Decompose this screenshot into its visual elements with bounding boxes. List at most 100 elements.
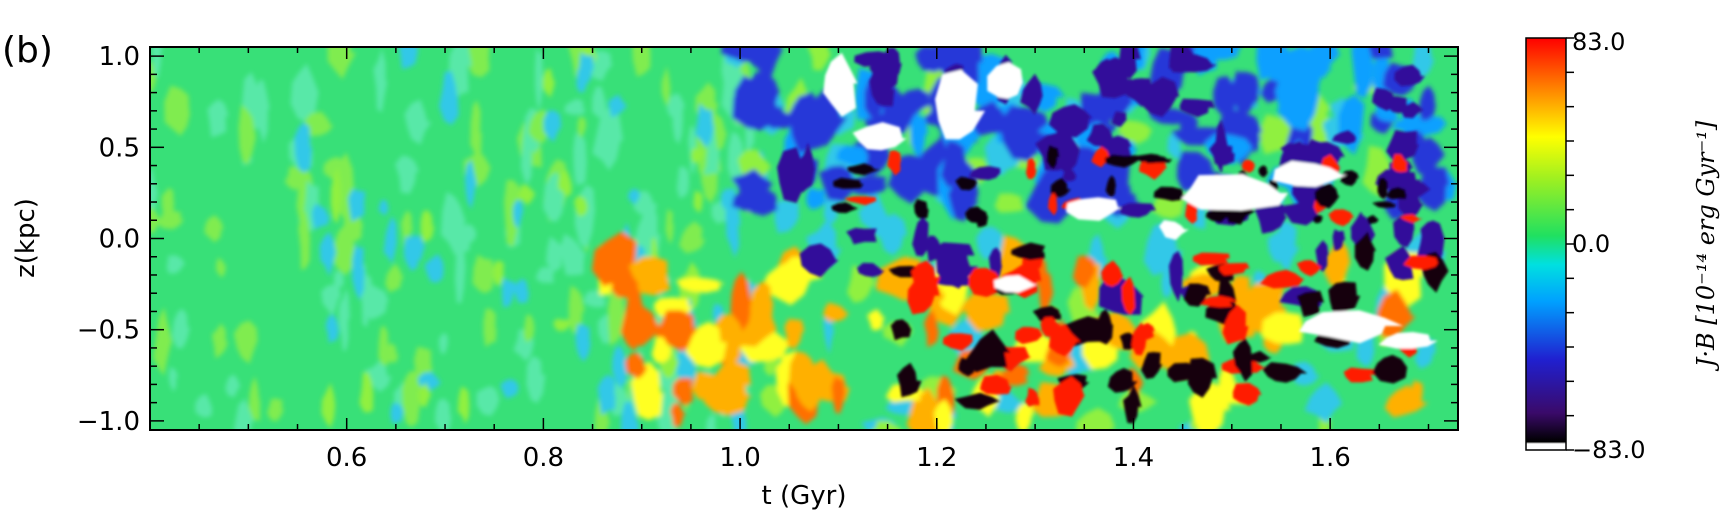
- negative-patch: [1418, 85, 1436, 121]
- saturated-region: [1159, 220, 1189, 240]
- positive-patch: [867, 309, 886, 331]
- field-patch: [574, 195, 589, 217]
- field-streak: [225, 374, 241, 398]
- positive-patch: [628, 256, 670, 296]
- field-streak: [164, 85, 191, 136]
- field-streak: [153, 307, 173, 376]
- field-patch: [359, 372, 374, 413]
- positive-patch: [923, 310, 940, 348]
- strong-positive-patch: [1025, 387, 1040, 407]
- field-patch: [628, 188, 641, 205]
- strong-positive-patch: [1262, 362, 1308, 383]
- strong-positive-patch: [1377, 177, 1389, 200]
- field-streak: [233, 398, 255, 430]
- field-streak: [395, 155, 420, 194]
- field-streak: [438, 332, 449, 355]
- strong-positive-patch: [1140, 155, 1173, 164]
- field-streak: [577, 116, 587, 138]
- positive-patch: [788, 351, 817, 398]
- heatmap-plot: 0.6 0.8 1.0 1.2 1.4 1.6 1.0 0.5 0.0 −0.5 −1.0 t (…: [11, 42, 1459, 511]
- negative-patch: [1391, 116, 1448, 137]
- field-streak: [238, 104, 256, 165]
- colorbar-gradient: [1525, 37, 1567, 451]
- field-patch: [424, 253, 444, 283]
- field-streak: [462, 224, 477, 244]
- field-patch: [403, 236, 420, 272]
- field-streak: [156, 210, 184, 230]
- field-patch: [1076, 407, 1116, 430]
- field-patch: [1118, 120, 1153, 144]
- x-tick-label: 0.8: [523, 443, 564, 473]
- x-tick-label: 1.6: [1309, 443, 1350, 473]
- field-streak: [607, 284, 629, 346]
- field-streak: [435, 398, 452, 430]
- x-axis-title: t (Gyr): [762, 481, 847, 511]
- strong-negative-patch: [869, 63, 895, 107]
- field-streak: [535, 267, 555, 283]
- strong-positive-patch: [914, 199, 929, 219]
- negative-patch: [909, 113, 928, 158]
- strong-positive-patch: [1199, 295, 1238, 308]
- negative-patch: [836, 145, 868, 167]
- strong-negative-patch: [854, 51, 898, 67]
- strong-positive-patch: [1047, 192, 1058, 216]
- field-streak: [546, 236, 565, 272]
- field-streak: [440, 191, 466, 256]
- field-patch: [578, 52, 594, 87]
- field-streak: [573, 131, 582, 187]
- strong-positive-patch: [1015, 326, 1043, 345]
- strong-positive-patch: [1105, 175, 1116, 197]
- saturated-region: [823, 52, 858, 117]
- field-patch: [607, 94, 628, 118]
- x-axis: 0.6 0.8 1.0 1.2 1.4 1.6: [198, 47, 1430, 473]
- saturated-region: [852, 122, 907, 151]
- strong-positive-patch: [1343, 367, 1378, 383]
- field-streak: [290, 63, 319, 123]
- strong-negative-patch: [1169, 47, 1196, 73]
- positive-patch: [1261, 312, 1304, 345]
- negative-patch: [731, 168, 773, 197]
- strong-positive-patch: [1241, 159, 1256, 173]
- negative-patch: [948, 182, 979, 222]
- field-patch: [420, 209, 435, 242]
- strong-positive-patch: [1372, 201, 1397, 208]
- colorbar-min-label: −83.0: [1572, 436, 1646, 464]
- y-tick-label: 1.0: [99, 42, 140, 72]
- y-tick-label: −0.5: [77, 316, 140, 346]
- positive-patch: [672, 377, 694, 407]
- positive-patch: [823, 302, 850, 322]
- strong-positive-patch: [1139, 158, 1167, 180]
- strong-positive-patch: [1025, 158, 1037, 180]
- strong-positive-patch: [1328, 281, 1361, 314]
- positive-patch: [784, 318, 805, 349]
- field-streak: [592, 107, 624, 171]
- positive-patch: [685, 321, 727, 368]
- field-patch: [439, 71, 459, 125]
- field-patch: [383, 215, 398, 264]
- field-streak: [568, 285, 585, 335]
- positive-patch: [620, 303, 663, 346]
- strong-positive-patch: [942, 333, 974, 351]
- field-streak: [248, 376, 261, 422]
- strong-positive-patch: [1366, 215, 1379, 225]
- field-streak: [323, 156, 348, 182]
- strong-positive-patch: [1107, 368, 1138, 393]
- field-streak: [472, 254, 495, 294]
- field-streak: [401, 373, 421, 427]
- strong-positive-patch: [958, 357, 976, 377]
- strong-negative-patch: [1214, 120, 1229, 174]
- strong-negative-patch: [932, 242, 975, 272]
- strong-positive-patch: [1050, 177, 1071, 198]
- y-tick-label: 0.0: [99, 225, 140, 255]
- colorbar-title: J·B [10⁻¹⁴ erg Gyr⁻¹]: [1692, 120, 1720, 372]
- field-streak: [526, 356, 546, 404]
- x-tick-label: 1.2: [916, 443, 957, 473]
- field-streak: [151, 47, 163, 78]
- strong-positive-patch: [890, 319, 912, 341]
- colorbar: 83.0 0.0 −83.0 J·B [10⁻¹⁴ erg Gyr⁻¹]: [1525, 28, 1720, 464]
- strong-positive-patch: [1403, 255, 1439, 270]
- field-streak: [382, 342, 399, 363]
- strong-negative-patch: [1387, 95, 1413, 114]
- field-patch: [311, 203, 330, 230]
